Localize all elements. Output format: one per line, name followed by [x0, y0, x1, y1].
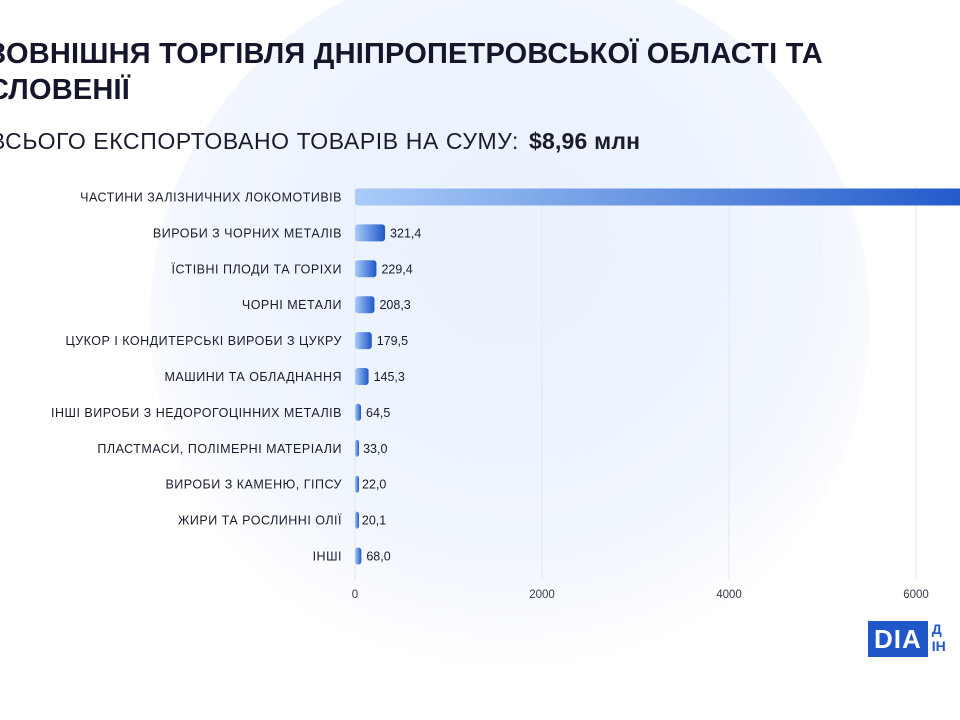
- background-circle: [150, 0, 870, 680]
- x-tick-label: 0: [352, 589, 358, 601]
- category-label: ЖИРИ ТА РОСЛИННІ ОЛІЇ: [178, 514, 342, 528]
- category-label: ЇСТІВНІ ПЛОДИ ТА ГОРІХИ: [171, 262, 342, 276]
- export-total-value: $8,96 млн: [528, 128, 641, 154]
- bar: [355, 296, 375, 314]
- value-label: 321,4: [390, 226, 421, 240]
- bar: [355, 403, 362, 421]
- category-labels: ЧАСТИНИ ЗАЛІЗНИЧНИХ ЛОКОМОТИВІВ ВИРОБИ З …: [51, 191, 342, 564]
- x-tick-label: 4000: [716, 589, 742, 601]
- logo-text: Д ІН: [932, 621, 946, 655]
- value-label: 68,0: [366, 550, 390, 564]
- logo-text-top: Д: [931, 621, 942, 637]
- value-label: 64,5: [366, 406, 390, 420]
- category-label: ЧАСТИНИ ЗАЛІЗНИЧНИХ ЛОКОМОТИВІВ: [80, 191, 342, 205]
- bar: [355, 475, 359, 493]
- x-tick-label: 6000: [903, 589, 929, 601]
- page-title: ЗОВНІШНЯ ТОРГІВЛЯ ДНІПРОПЕТРОВСЬКОЇ ОБЛА…: [0, 38, 823, 106]
- value-labels: 321,4 229,4 208,3 179,5 145,3 64,5 33,0 22,0 20,…: [362, 226, 422, 563]
- value-label: 208,3: [379, 298, 410, 312]
- gridlines: [354, 185, 917, 580]
- bar: [355, 260, 377, 278]
- logo-text-bottom: ІН: [931, 638, 946, 654]
- export-total-label: ВСЬОГО ЕКСПОРТОВАНО ТОВАРІВ НА СУМУ:: [0, 128, 519, 154]
- value-label: 179,5: [377, 334, 408, 348]
- category-label: ІНШІ ВИРОБИ З НЕДОРОГОЦІННИХ МЕТАЛІВ: [51, 406, 342, 420]
- category-label: ЧОРНІ МЕТАЛИ: [242, 298, 342, 312]
- bar: [355, 332, 372, 350]
- category-label: ЦУКОР І КОНДИТЕРСЬКІ ВИРОБИ З ЦУКРУ: [65, 334, 342, 348]
- bar: [355, 511, 359, 529]
- logo-mark: DIA: [868, 621, 928, 657]
- category-label: ПЛАСТМАСИ, ПОЛІМЕРНІ МАТЕРІАЛИ: [97, 442, 342, 456]
- value-label: 33,0: [363, 442, 387, 456]
- value-label: 20,1: [362, 514, 386, 528]
- bars: [355, 188, 960, 565]
- bar: [355, 547, 362, 565]
- value-label: 229,4: [381, 262, 412, 276]
- category-label: МАШИНИ ТА ОБЛАДНАННЯ: [165, 370, 343, 384]
- bar: [355, 439, 359, 457]
- category-label: ІНШІ: [313, 550, 342, 564]
- bar: [355, 368, 369, 385]
- value-label: 22,0: [362, 478, 386, 492]
- value-label: 145,3: [374, 370, 405, 384]
- category-label: ВИРОБИ З ЧОРНИХ МЕТАЛІВ: [153, 226, 342, 240]
- export-total: ВСЬОГО ЕКСПОРТОВАНО ТОВАРІВ НА СУМУ: $8,9…: [0, 126, 640, 156]
- bar: [355, 224, 386, 242]
- category-label: ВИРОБИ З КАМЕНЮ, ГІПСУ: [165, 478, 342, 492]
- bar: [355, 188, 960, 206]
- dia-logo: DIA Д ІН: [868, 621, 946, 661]
- x-axis-ticks: 0 2000 4000 6000: [352, 589, 929, 601]
- x-tick-label: 2000: [529, 589, 555, 601]
